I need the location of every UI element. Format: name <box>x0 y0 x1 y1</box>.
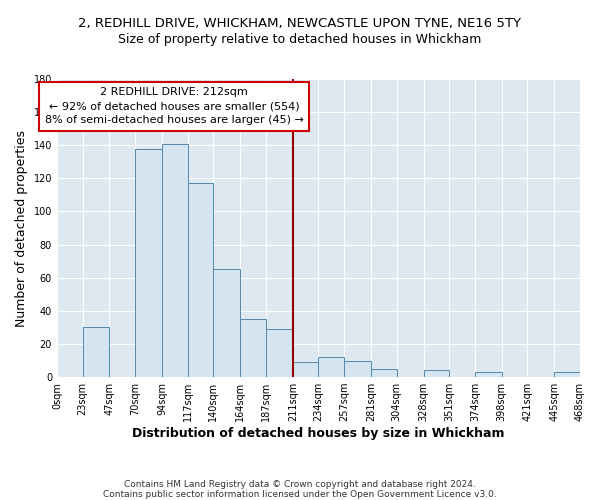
Text: Size of property relative to detached houses in Whickham: Size of property relative to detached ho… <box>118 32 482 46</box>
Bar <box>475 372 502 377</box>
Bar <box>293 362 319 377</box>
Bar <box>240 319 266 377</box>
Text: 2 REDHILL DRIVE: 212sqm
← 92% of detached houses are smaller (554)
8% of semi-de: 2 REDHILL DRIVE: 212sqm ← 92% of detache… <box>45 88 304 126</box>
Y-axis label: Number of detached properties: Number of detached properties <box>15 130 28 326</box>
Bar <box>83 328 109 377</box>
Bar <box>214 270 240 377</box>
Text: 2, REDHILL DRIVE, WHICKHAM, NEWCASTLE UPON TYNE, NE16 5TY: 2, REDHILL DRIVE, WHICKHAM, NEWCASTLE UP… <box>79 18 521 30</box>
Bar <box>554 372 580 377</box>
Bar <box>344 360 371 377</box>
Bar <box>371 369 397 377</box>
Bar <box>266 329 293 377</box>
Bar <box>424 370 449 377</box>
Bar <box>162 144 188 377</box>
Bar <box>319 357 344 377</box>
Text: Contains HM Land Registry data © Crown copyright and database right 2024.
Contai: Contains HM Land Registry data © Crown c… <box>103 480 497 499</box>
Bar <box>188 184 214 377</box>
Bar <box>135 148 162 377</box>
X-axis label: Distribution of detached houses by size in Whickham: Distribution of detached houses by size … <box>132 427 505 440</box>
